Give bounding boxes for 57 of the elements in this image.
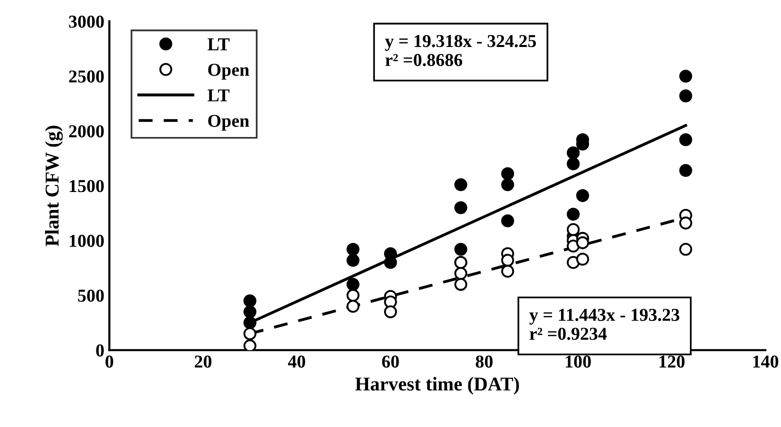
point — [243, 294, 256, 308]
point — [501, 254, 514, 267]
point — [346, 288, 360, 302]
x-tick-label: 120 — [660, 356, 685, 368]
point — [243, 327, 256, 340]
x-tick-label: 100 — [566, 356, 591, 368]
x-tick-label: 60 — [382, 356, 399, 368]
point — [679, 89, 692, 102]
y-tick-label: 1500 — [70, 180, 104, 192]
x-tick-label: 40 — [288, 356, 306, 368]
point — [243, 339, 256, 350]
legend-label: LT — [208, 89, 230, 102]
point — [576, 236, 590, 250]
point — [501, 167, 514, 180]
x-tick-label: 140 — [753, 356, 778, 368]
y-tick-label: 500 — [78, 290, 104, 302]
y-tick-label: 2500 — [69, 70, 104, 83]
point — [501, 178, 514, 192]
point — [679, 70, 692, 83]
point — [566, 157, 580, 170]
point — [346, 242, 360, 256]
annotation: y = 19.318x - 324.25 r² =0.8686 — [385, 34, 536, 66]
x-tick-label: 0 — [106, 356, 114, 368]
point — [501, 214, 514, 228]
y-tick-label: 3000 — [69, 16, 104, 28]
point — [243, 316, 256, 330]
y-tick-label: 0 — [96, 344, 104, 357]
point — [566, 223, 580, 236]
point — [454, 201, 468, 214]
y-axis-title: Plant CFW (g) — [45, 126, 63, 246]
x-tick-label: 80 — [476, 356, 493, 368]
y-tick-label: 1000 — [70, 234, 104, 247]
point — [454, 278, 468, 291]
annotation: y = 11.443x - 193.23 r² =0.9234 — [529, 308, 680, 340]
point — [454, 178, 468, 192]
point — [346, 278, 360, 291]
point — [566, 208, 580, 221]
legend-label: Open — [208, 64, 250, 80]
point — [454, 242, 468, 256]
x-axis-title: Harvest time (DAT) — [355, 376, 519, 395]
point — [679, 164, 692, 177]
point — [243, 305, 256, 318]
point — [501, 264, 514, 278]
point — [679, 216, 692, 230]
point — [576, 189, 590, 202]
point — [346, 300, 360, 313]
x-tick-label: 20 — [194, 356, 212, 368]
point — [346, 254, 360, 267]
y-tick-label: 2000 — [69, 125, 104, 138]
point — [679, 242, 692, 256]
point — [566, 146, 580, 160]
point — [384, 305, 397, 318]
point — [454, 266, 468, 280]
point — [679, 133, 692, 146]
legend-label: LT — [208, 38, 230, 50]
point — [576, 252, 590, 266]
legend-label: Open — [208, 114, 250, 131]
